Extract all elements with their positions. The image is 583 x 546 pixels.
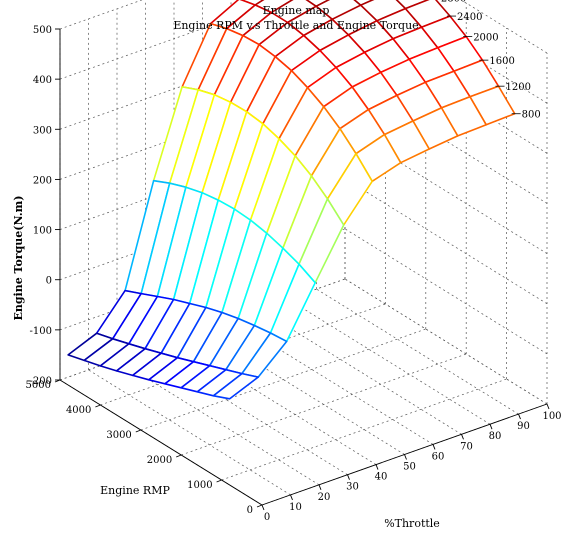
right-wall-gridline-torque — [344, 278, 548, 405]
tick-layer: 0102030405060708090100010002000300040005… — [26, 25, 562, 523]
x-tick-label: 100 — [542, 411, 561, 422]
x-tick-mark — [489, 424, 493, 430]
z-tick-label: -200 — [30, 376, 52, 387]
back-wall-gridline-torque — [59, 0, 285, 80]
right-wall-gridline-torque — [344, 178, 548, 305]
surface-layer — [67, 0, 516, 400]
x-tick-label: 80 — [489, 431, 502, 442]
x-tick-mark — [261, 504, 265, 511]
x-tick-mark — [318, 484, 322, 490]
y-tick-label: 2000 — [147, 455, 172, 466]
y-tick-mark — [216, 479, 222, 483]
z-tick-label: 300 — [33, 125, 52, 136]
x-tick-mark — [347, 474, 350, 480]
rpm-annotation-label: 2400 — [457, 12, 482, 23]
rpm-annotation-label: 1200 — [506, 82, 531, 93]
floor-gridline-rpm — [221, 378, 507, 481]
x-tick-label: 20 — [318, 492, 331, 503]
x-tick-label: 30 — [346, 482, 359, 493]
y-tick-label: 1000 — [187, 480, 212, 491]
y-tick-label: 5000 — [26, 380, 51, 391]
rpm-annotation-label: 2800 — [441, 0, 466, 5]
x-tick-label: 90 — [517, 421, 530, 432]
y-tick-mark — [95, 404, 101, 408]
y-tick-mark — [176, 454, 182, 458]
rpm-annotation-label: 800 — [522, 110, 541, 121]
y-axis-label: Engine RMP — [100, 484, 170, 497]
floor-gridline-throttle — [287, 298, 491, 425]
chart-subtitle: Engine RPM v.s Throttle and Engine Torqu… — [173, 19, 418, 32]
annotation-layer: 8001200160020002400280032003600400044004… — [441, 0, 541, 121]
right-wall-gridline-torque — [344, 228, 548, 355]
z-tick-label: 200 — [33, 175, 52, 186]
rpm-annotation-label: 2000 — [473, 33, 498, 44]
x-axis-label: %Throttle — [384, 517, 440, 530]
x-tick-label: 50 — [403, 462, 416, 473]
y-axis-line — [59, 379, 263, 506]
chart-title: Engine map — [263, 4, 330, 17]
x-tick-label: 70 — [460, 441, 473, 452]
y-tick-label: 0 — [247, 505, 253, 516]
surface-cell — [305, 0, 331, 8]
x-tick-mark — [404, 454, 407, 460]
x-tick-mark — [375, 464, 379, 470]
x-tick-label: 0 — [264, 512, 270, 523]
z-tick-label: 500 — [33, 25, 52, 36]
x-tick-label: 40 — [375, 472, 388, 483]
rpm-annotation-label: 1600 — [489, 56, 514, 67]
z-tick-label: 400 — [33, 75, 52, 86]
y-tick-label: 4000 — [66, 405, 91, 416]
y-tick-mark — [256, 504, 263, 508]
z-tick-label: 100 — [33, 226, 52, 237]
z-tick-label: -100 — [30, 326, 52, 337]
x-tick-mark — [461, 434, 464, 440]
x-tick-mark — [546, 403, 550, 410]
x-tick-mark — [290, 494, 293, 501]
surface-cell — [212, 372, 260, 400]
floor-gridline-rpm — [140, 328, 426, 431]
x-tick-mark — [518, 413, 521, 420]
x-tick-mark — [432, 444, 436, 450]
x-tick-label: 60 — [432, 451, 445, 462]
floor-gridline-rpm — [181, 353, 467, 456]
x-tick-label: 10 — [289, 502, 302, 513]
floor-gridline-throttle — [316, 288, 519, 415]
z-axis-label: Engine Torque(N.m) — [12, 195, 25, 320]
z-tick-label: 0 — [46, 276, 52, 287]
y-tick-label: 3000 — [106, 430, 131, 441]
back-wall-gridline-torque — [59, 0, 143, 30]
y-tick-mark — [135, 429, 141, 433]
